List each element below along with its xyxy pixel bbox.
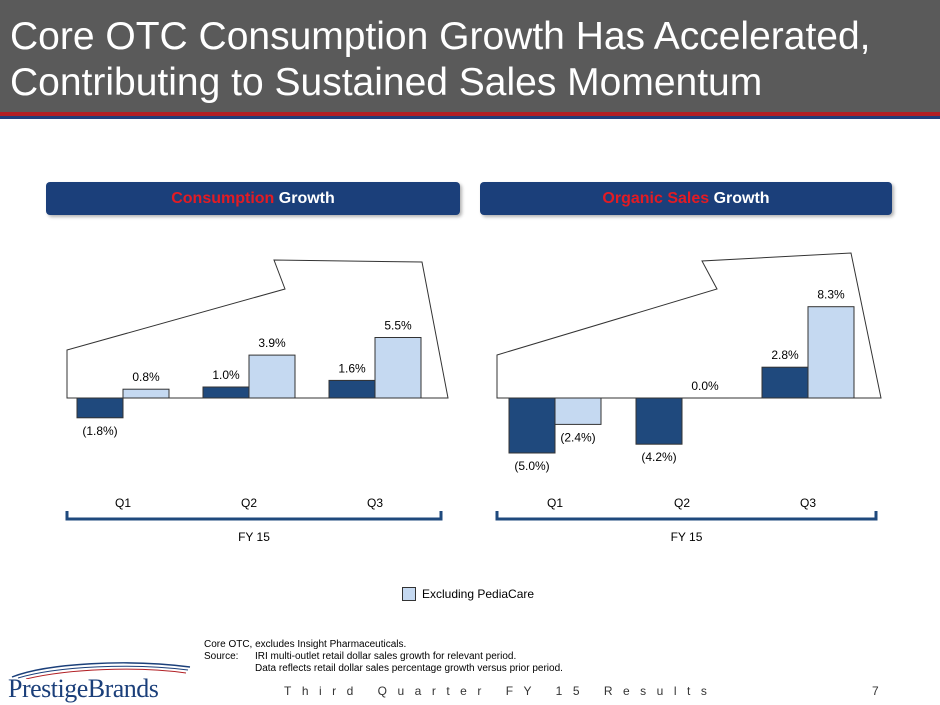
footnote-source-key: Source: [204, 651, 239, 662]
data-label-q3-series1: 2.8% [771, 348, 799, 362]
consumption-growth-chart: (1.8%) 0.8% Q1 1.0% 3.9% Q2 1.6% 5.5% Q3 FY 15 [65, 259, 449, 544]
logo-text: PrestigeBrands [8, 674, 159, 703]
category-label-q1: Q1 [115, 496, 131, 510]
header-rule-blue [0, 116, 940, 119]
legend: Excluding PediaCare [402, 585, 534, 603]
banner-right-highlight: Organic Sales [602, 190, 710, 207]
banner-right-rest: Growth [713, 190, 770, 207]
data-label-q1-series1: (1.8%) [82, 424, 117, 438]
footnote-line2: IRI multi-outlet retail dollar sales gro… [255, 651, 517, 662]
banner-left-rest: Growth [278, 190, 335, 207]
data-label-q2-series1: (4.2%) [641, 450, 676, 464]
bar-q3-series1 [328, 379, 376, 399]
bar-q2-series1 [202, 386, 250, 399]
title-bar: Core OTC Consumption Growth Has Accelera… [0, 0, 940, 112]
bar-q3-series2 [374, 337, 422, 399]
fy-bracket [65, 511, 443, 521]
consumption-growth-banner: Consumption Growth [46, 182, 460, 215]
category-label-q2: Q2 [674, 496, 690, 510]
bar-q3-series2 [807, 306, 855, 399]
category-label-q3: Q3 [367, 496, 383, 510]
data-label-q1-series2: 0.8% [132, 370, 160, 384]
data-label-q2-series2: 0.0% [691, 379, 719, 393]
logo-swoosh-icon [11, 662, 191, 679]
group-label-fy: FY 15 [671, 530, 703, 544]
category-label-q1: Q1 [547, 496, 563, 510]
data-label-q2-series2: 3.9% [258, 336, 286, 350]
footnote-line3: Data reflects retail dollar sales percen… [255, 663, 563, 674]
organic-sales-growth-banner: Organic Sales Growth [480, 182, 892, 215]
category-label-q3: Q3 [800, 496, 816, 510]
category-label-q2: Q2 [241, 496, 257, 510]
banner-left-highlight: Consumption [171, 190, 275, 207]
page-number: 7 [872, 684, 879, 698]
bar-q1-series2 [554, 397, 602, 425]
header-rule-red [0, 112, 940, 116]
slide-title-line1: Core OTC Consumption Growth Has Accelera… [10, 15, 871, 58]
group-label-fy: FY 15 [238, 530, 270, 544]
legend-label: Excluding PediaCare [422, 586, 535, 601]
bar-q2-series1 [635, 397, 683, 445]
data-label-q2-series1: 1.0% [212, 368, 240, 382]
footer-title: Third Quarter FY 15 Results [284, 684, 718, 698]
bar-q2-series2 [248, 354, 296, 399]
data-label-q3-series1: 1.6% [338, 361, 366, 375]
prestige-brands-logo: PrestigeBrands [8, 657, 193, 703]
data-label-q1-series2: (2.4%) [560, 430, 595, 444]
bar-q1-series1 [508, 397, 556, 454]
bar-q1-series1 [76, 397, 124, 419]
data-label-q1-series1: (5.0%) [514, 459, 549, 473]
data-label-q3-series2: 8.3% [817, 288, 845, 302]
slide-title: Core OTC Consumption Growth Has Accelera… [10, 14, 871, 106]
organic-sales-growth-chart: (5.0%) (2.4%) Q1 (4.2%) 0.0% Q2 2.8% 8.3% Q3 FY 1… [495, 252, 882, 544]
data-label-q3-series2: 5.5% [384, 319, 412, 333]
footnote: Core OTC, excludes Insight Pharmaceutica… [204, 639, 563, 675]
fy-bracket [495, 511, 878, 521]
legend-swatch-excluding-pediacare [402, 586, 416, 601]
slide-title-line2: Contributing to Sustained Sales Momentum [10, 61, 763, 104]
bar-q3-series1 [761, 366, 809, 399]
footnote-line1: Core OTC, excludes Insight Pharmaceutica… [204, 639, 407, 650]
bar-q1-series2 [122, 388, 170, 399]
